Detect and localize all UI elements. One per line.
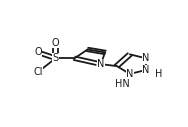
Text: N: N xyxy=(97,59,104,69)
Text: N: N xyxy=(126,69,133,79)
Text: O: O xyxy=(34,47,42,57)
Text: N: N xyxy=(142,65,150,75)
Text: HN: HN xyxy=(115,79,130,89)
Text: H: H xyxy=(155,69,163,79)
Text: Cl: Cl xyxy=(33,67,43,77)
Text: O: O xyxy=(52,38,59,48)
Text: S: S xyxy=(52,53,59,63)
Text: N: N xyxy=(142,53,150,63)
